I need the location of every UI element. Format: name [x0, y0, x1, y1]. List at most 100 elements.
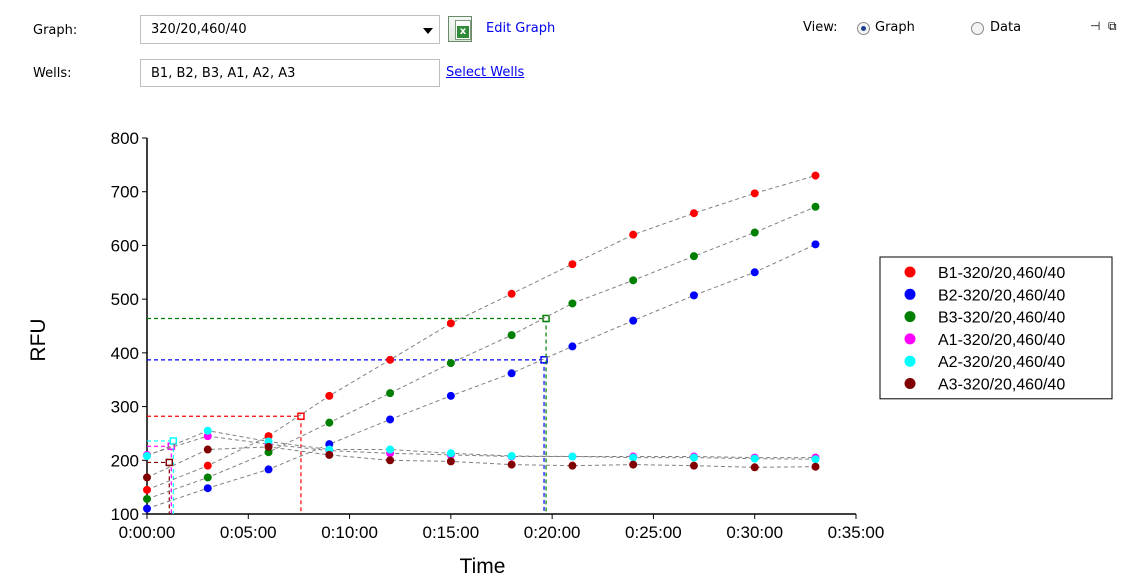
legend-label: B2-320/20,460/40 — [938, 287, 1065, 304]
trend-line — [146, 446, 816, 478]
trend-lines — [146, 175, 816, 510]
chart-legend: B1-320/20,460/40 B2-320/20,460/40 B3-320/2… — [879, 256, 1113, 400]
x-tick-label: 0:15:00 — [422, 523, 479, 542]
wells-label: Wells: — [33, 66, 72, 81]
data-point — [325, 450, 334, 459]
legend-box — [879, 256, 1113, 400]
data-point — [386, 445, 395, 454]
data-point — [750, 454, 759, 463]
y-tick-label: 300 — [111, 398, 139, 417]
data-point — [143, 485, 151, 494]
wells-input-value: B1, B2, B3, A1, A2, A3 — [151, 65, 296, 81]
data-point — [629, 453, 638, 462]
legend-marker — [904, 355, 916, 367]
data-point — [568, 452, 577, 461]
data-point — [689, 252, 698, 261]
view-data-label[interactable]: Data — [990, 20, 1022, 35]
trend-line — [146, 435, 816, 459]
legend-marker — [904, 266, 916, 278]
legend-label: A3-320/20,460/40 — [938, 377, 1065, 394]
data-point — [507, 460, 516, 469]
legend-marker — [904, 311, 916, 323]
data-point — [264, 442, 273, 451]
data-point — [386, 456, 395, 465]
view-label: View: — [803, 20, 838, 35]
trend-line — [146, 243, 816, 510]
data-point — [325, 391, 334, 400]
legend-label: A1-320/20,460/40 — [938, 332, 1065, 349]
chevron-down-icon[interactable] — [423, 28, 433, 34]
data-point — [386, 415, 395, 424]
data-point — [203, 461, 212, 470]
y-tick-label: 800 — [111, 129, 139, 148]
wells-input[interactable]: B1, B2, B3, A1, A2, A3 — [140, 59, 440, 87]
rfu-chart: 100 200 300 400 500 600 700 800 0:00:00 0:05:00 0:… — [27, 129, 1113, 578]
data-point — [203, 445, 212, 454]
data-point — [629, 316, 638, 325]
y-tick-label: 500 — [111, 290, 139, 309]
x-tick-label: 0:05:00 — [220, 523, 277, 542]
data-point — [386, 389, 395, 398]
excel-icon[interactable]: x — [448, 16, 472, 42]
chart-axes: 100 200 300 400 500 600 700 800 0:00:00 0:05:00 0:… — [27, 129, 884, 578]
graph-select-value: 320/20,460/40 — [151, 22, 247, 37]
legend-marker — [904, 378, 916, 389]
data-point — [750, 268, 759, 277]
x-tick-label: 0:10:00 — [321, 523, 378, 542]
view-graph-radio[interactable] — [857, 22, 870, 35]
view-graph-label[interactable]: Graph — [875, 20, 915, 35]
x-tick-label: 0:35:00 — [828, 523, 885, 542]
data-point — [811, 240, 820, 249]
x-tick-label: 0:30:00 — [726, 523, 783, 542]
data-point — [203, 426, 212, 435]
y-tick-label: 400 — [111, 344, 139, 363]
select-wells-link[interactable]: Select Wells — [446, 65, 525, 80]
data-point — [811, 455, 820, 464]
data-point — [568, 260, 577, 269]
data-point — [264, 465, 273, 474]
y-tick-label: 700 — [111, 183, 139, 202]
data-point — [568, 461, 577, 470]
view-data-radio[interactable] — [971, 22, 984, 35]
data-point — [446, 449, 455, 458]
data-point — [629, 230, 638, 239]
threshold-guides — [147, 314, 550, 514]
legend-label: A2-320/20,460/40 — [938, 354, 1065, 371]
legend-label: B1-320/20,460/40 — [938, 265, 1065, 282]
data-point — [811, 462, 820, 471]
float-window-icon[interactable]: ⧉ — [1108, 19, 1117, 33]
trend-line — [146, 430, 816, 460]
pin-icon[interactable]: ⊣ — [1090, 19, 1101, 33]
edit-graph-link[interactable]: Edit Graph — [486, 21, 556, 36]
data-point — [386, 355, 395, 364]
data-point — [629, 460, 638, 469]
data-point — [689, 461, 698, 470]
data-point — [568, 299, 577, 308]
legend-label: B3-320/20,460/40 — [938, 310, 1065, 327]
x-axis-title: Time — [460, 555, 506, 578]
data-point — [507, 451, 516, 460]
data-point — [689, 291, 698, 300]
threshold-marker — [169, 437, 178, 445]
data-points — [143, 171, 820, 513]
data-point — [689, 209, 698, 218]
legend-marker — [904, 333, 916, 345]
data-point — [689, 453, 698, 462]
data-point — [143, 504, 151, 513]
data-point — [203, 484, 212, 493]
y-tick-label: 200 — [111, 451, 139, 470]
data-point — [811, 202, 820, 211]
data-point — [325, 418, 334, 427]
y-tick-label: 100 — [111, 505, 139, 524]
y-tick-label: 600 — [111, 236, 139, 255]
data-point — [446, 391, 455, 400]
trend-line — [146, 175, 816, 491]
data-point — [750, 463, 759, 472]
graph-select[interactable]: 320/20,460/40 — [140, 15, 440, 44]
data-point — [143, 451, 151, 460]
data-point — [629, 276, 638, 285]
x-tick-label: 0:20:00 — [524, 523, 581, 542]
x-tick-label: 0:00:00 — [119, 523, 176, 542]
y-axis-title: RFU — [27, 318, 50, 361]
trend-line — [146, 206, 816, 500]
